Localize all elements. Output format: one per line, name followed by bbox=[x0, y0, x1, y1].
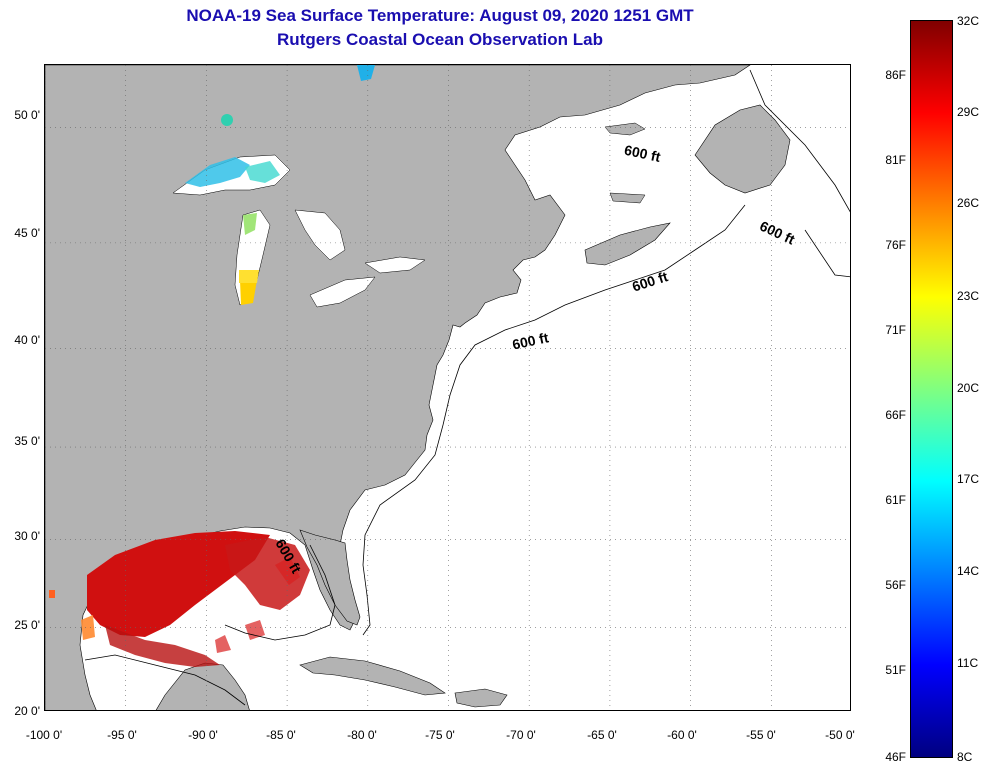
colorbar-f-label: 56F bbox=[885, 578, 906, 592]
sst-map[interactable]: 600 ft 600 ft 600 ft 600 ft 600 ft bbox=[44, 64, 851, 711]
lon-label: -55 0' bbox=[746, 728, 776, 742]
lon-label: -80 0' bbox=[347, 728, 377, 742]
lon-label: -100 0' bbox=[25, 728, 63, 742]
colorbar-f-label: 66F bbox=[885, 408, 906, 422]
lat-label: 20 0' bbox=[14, 704, 40, 718]
sst-patch-nipigon bbox=[221, 114, 233, 126]
sst-gulf-warm-edge bbox=[81, 615, 95, 640]
sst-gulf-core bbox=[87, 531, 270, 637]
lon-label: -70 0' bbox=[506, 728, 536, 742]
lake-huron bbox=[294, 209, 346, 261]
colorbar-c-label: 29C bbox=[957, 105, 980, 119]
colorbar-c-label: 26C bbox=[957, 196, 980, 210]
lat-label: 30 0' bbox=[14, 529, 40, 543]
sst-gulf-east bbox=[225, 537, 310, 610]
colorbar-f-label: 86F bbox=[885, 68, 906, 82]
colorbar-f-label: 81F bbox=[885, 153, 906, 167]
land-yucatan bbox=[155, 662, 250, 710]
sst-patch-superior-east bbox=[245, 161, 280, 183]
isobath-label: 600 ft bbox=[511, 329, 550, 352]
sst-patch-michigan-north bbox=[243, 213, 257, 235]
colorbar-c-label: 17C bbox=[957, 472, 980, 486]
lon-label: -95 0' bbox=[107, 728, 137, 742]
lake-ontario bbox=[364, 256, 426, 274]
isobath-600ft bbox=[84, 69, 850, 706]
lat-label: 25 0' bbox=[14, 618, 40, 632]
temperature-colorbar bbox=[910, 20, 953, 758]
lat-label: 35 0' bbox=[14, 434, 40, 448]
sst-patch-hudson bbox=[357, 65, 375, 81]
colorbar-c-label: 20C bbox=[957, 381, 980, 395]
colorbar-f-label: 46F bbox=[885, 750, 906, 764]
sst-gulf-south bbox=[105, 625, 220, 667]
map-subtitle: Rutgers Coastal Ocean Observation Lab bbox=[277, 30, 603, 49]
sst-gulf-dots bbox=[215, 557, 300, 653]
lon-label: -60 0' bbox=[667, 728, 697, 742]
lat-label: 50 0' bbox=[14, 108, 40, 122]
colorbar-c-label: 8C bbox=[957, 750, 973, 764]
colorbar-f-label: 76F bbox=[885, 238, 906, 252]
sst-patch-michigan-south bbox=[240, 280, 257, 305]
lat-label: 45 0' bbox=[14, 226, 40, 240]
colorbar-c-label: 23C bbox=[957, 289, 980, 303]
lon-label: -65 0' bbox=[587, 728, 617, 742]
colorbar-f-label: 71F bbox=[885, 323, 906, 337]
map-title: NOAA-19 Sea Surface Temperature: August … bbox=[186, 6, 694, 25]
lon-label: -50 0' bbox=[825, 728, 855, 742]
land-florida bbox=[299, 529, 361, 626]
land-newfoundland bbox=[694, 104, 791, 194]
colorbar-c-label: 11C bbox=[957, 656, 979, 670]
map-canvas: 600 ft 600 ft 600 ft 600 ft 600 ft bbox=[45, 65, 850, 710]
lake-erie bbox=[309, 276, 376, 308]
land-nova-scotia bbox=[584, 222, 671, 266]
land-hispaniola bbox=[454, 688, 508, 708]
land-island-anticosti bbox=[604, 122, 646, 136]
lat-label: 40 0' bbox=[14, 333, 40, 347]
colorbar-c-label: 14C bbox=[957, 564, 980, 578]
isobath-label: 600 ft bbox=[623, 142, 662, 165]
sst-patch-michigan-tip bbox=[239, 270, 259, 283]
sst-patch-superior bbox=[185, 157, 250, 187]
lon-label: -90 0' bbox=[188, 728, 218, 742]
land-cuba bbox=[299, 656, 446, 696]
lon-label: -85 0' bbox=[266, 728, 296, 742]
lon-label: -75 0' bbox=[425, 728, 455, 742]
land-island-pei bbox=[609, 192, 646, 204]
colorbar-f-label: 51F bbox=[885, 663, 906, 677]
colorbar-f-label: 61F bbox=[885, 493, 906, 507]
sst-tx-coast bbox=[49, 590, 55, 598]
colorbar-c-label: 32C bbox=[957, 14, 980, 28]
